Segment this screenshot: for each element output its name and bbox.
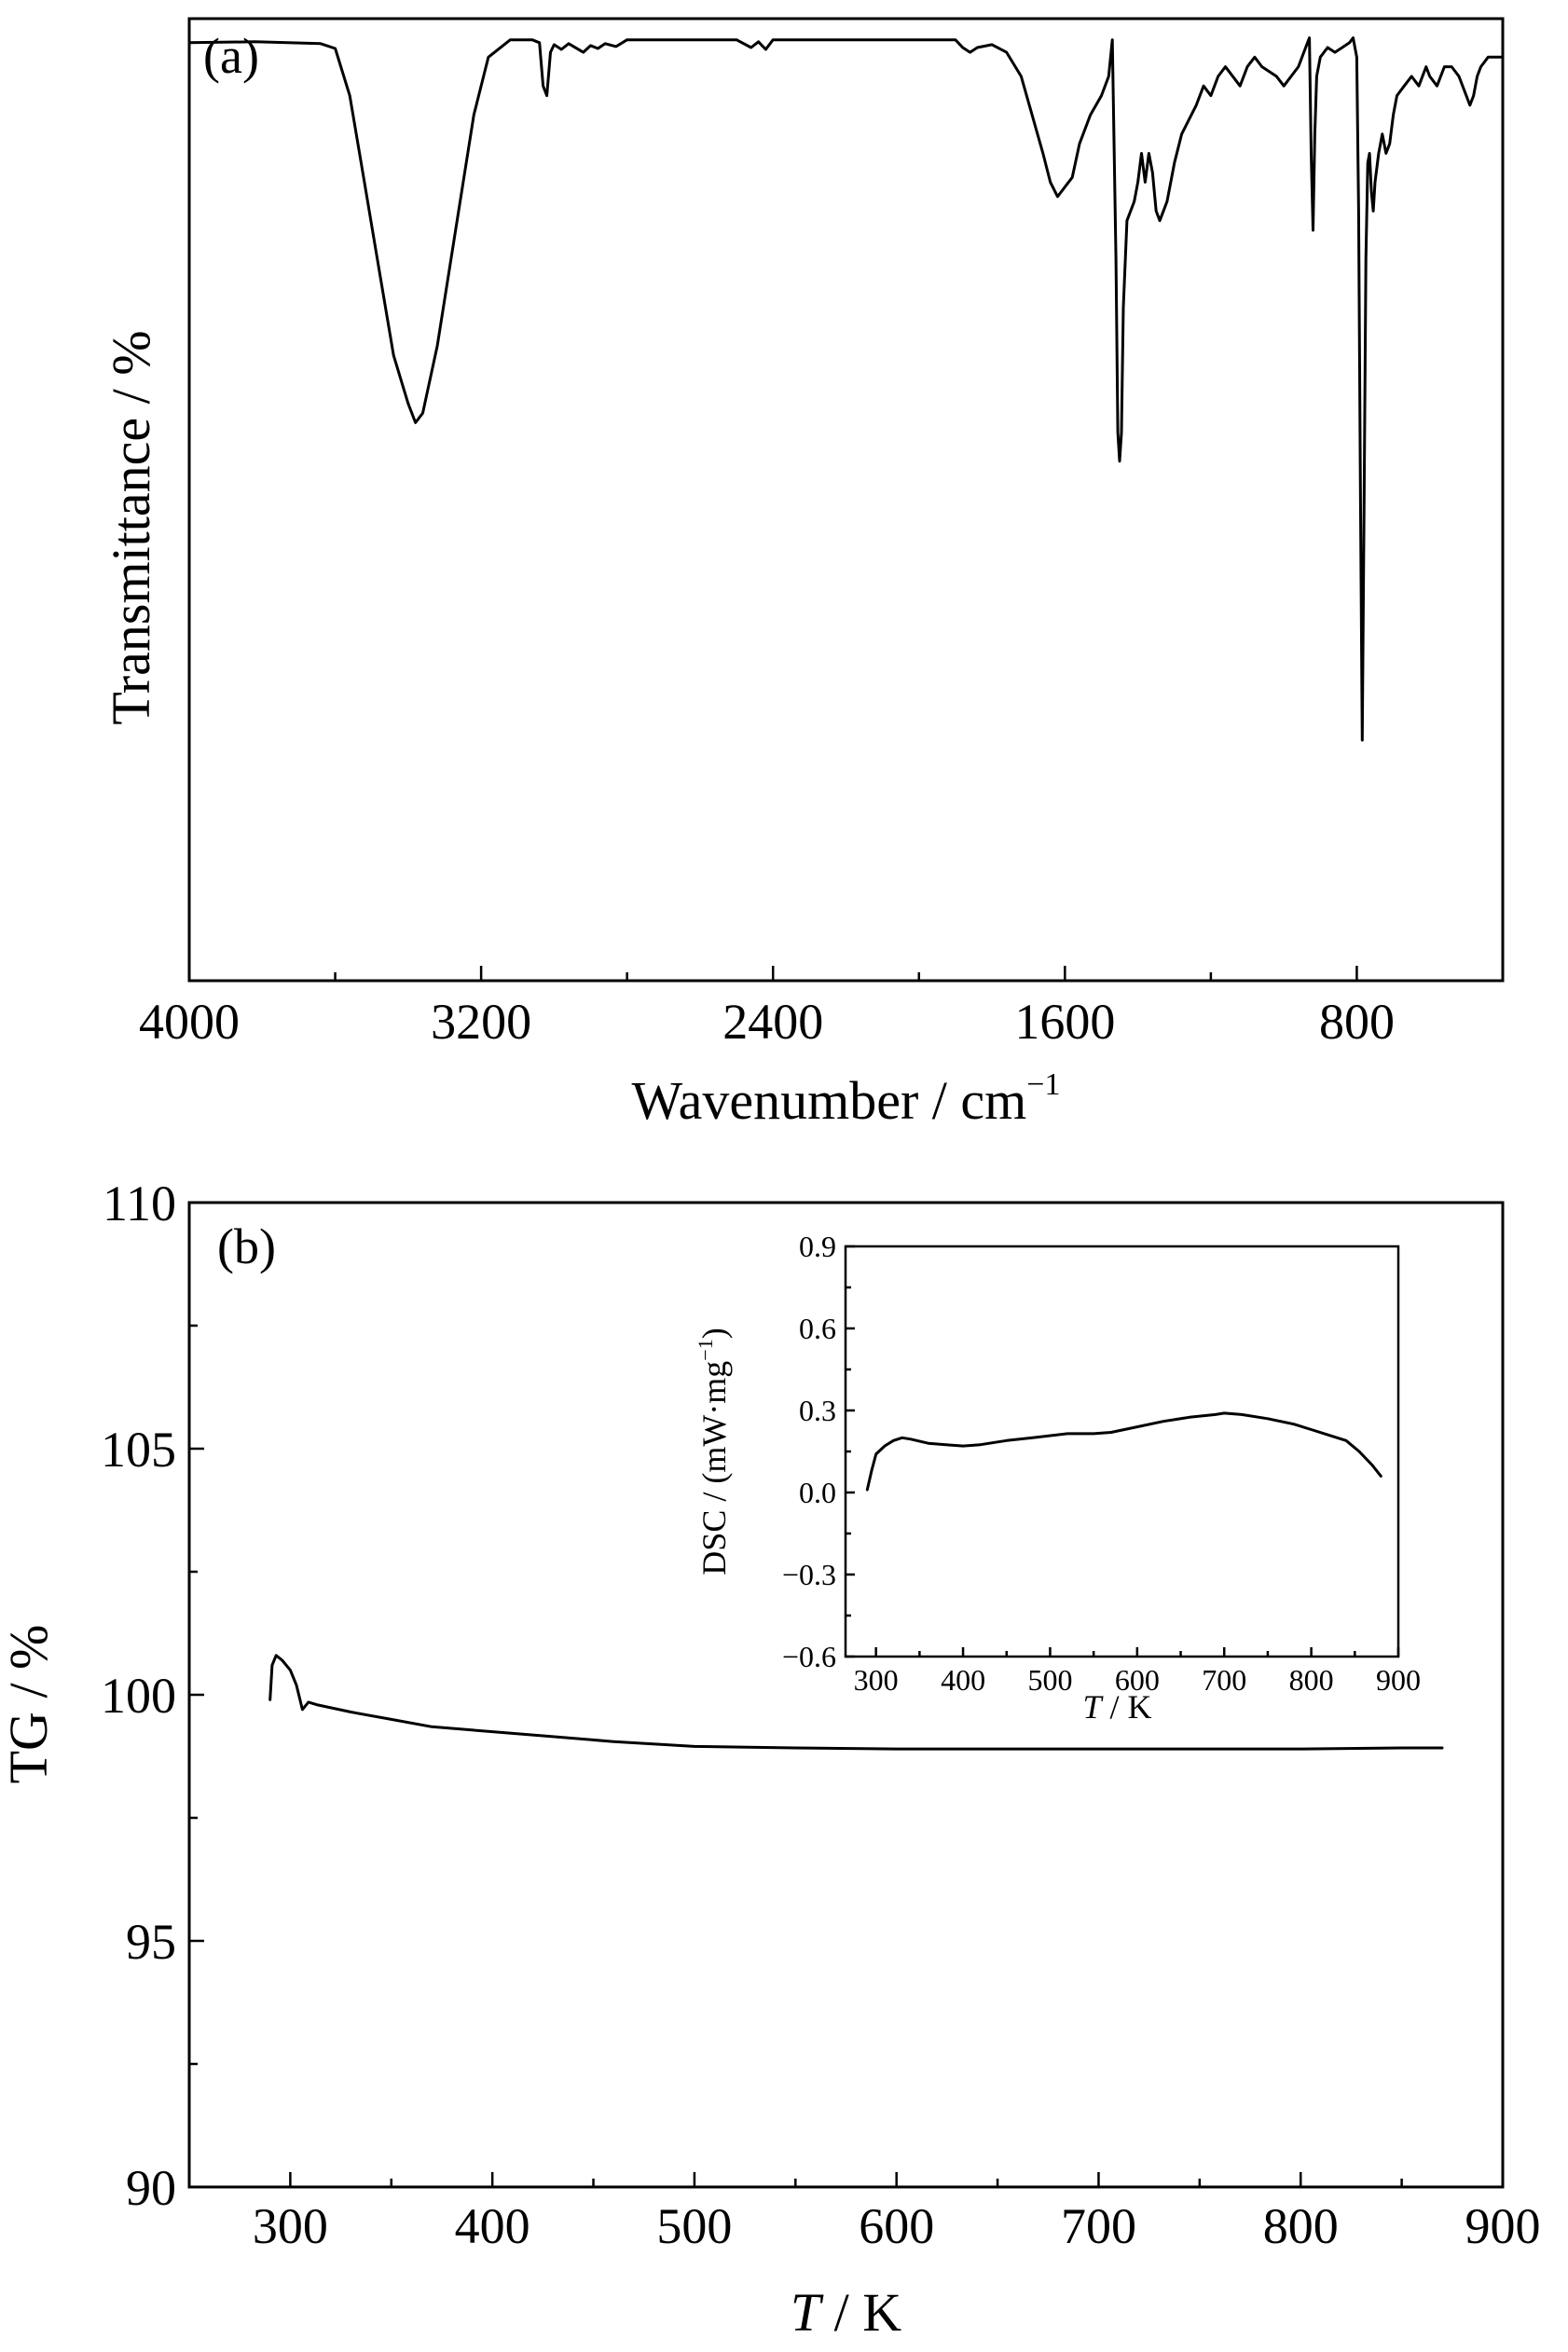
dsc-y-axis-label-close: )	[695, 1327, 733, 1339]
panel-a-label: (a)	[203, 28, 259, 84]
tg-series-line-0	[268, 1654, 1444, 1751]
panel-b-label: (b)	[217, 1218, 276, 1274]
dsc-y-tick-label: 0.3	[799, 1394, 836, 1427]
dsc-y-ticks: −0.6 −0.3 0.0 0.3 0.6 0.9	[782, 1230, 855, 1673]
dsc-y-axis-label-main: DSC / (mW·mg	[695, 1361, 733, 1575]
ir-x-tick-label: 2400	[722, 994, 823, 1050]
dsc-x-tick-label: 800	[1289, 1663, 1334, 1697]
tg-x-tick-label: 600	[859, 2198, 934, 2254]
ir-series-line-0	[187, 36, 1505, 742]
tg-y-ticks: 90 95 100 105 110	[101, 1176, 204, 2216]
ir-x-tick-label: 1600	[1014, 994, 1115, 1050]
tg-y-tick-label: 100	[101, 1668, 176, 1724]
dsc-y-axis-label-superscript: −1	[694, 1339, 717, 1360]
dsc-x-tick-label: 600	[1115, 1663, 1160, 1697]
tg-y-tick-label: 105	[101, 1422, 176, 1478]
ir-x-tick-label: 800	[1319, 994, 1395, 1050]
tg-x-axis-label-symbol: T	[791, 2282, 824, 2343]
tg-y-tick-label: 90	[126, 2160, 176, 2216]
ir-x-tick-label: 3200	[431, 994, 531, 1050]
dsc-y-tick-label: −0.3	[782, 1558, 836, 1591]
dsc-inset-background	[846, 1246, 1398, 1657]
tg-x-tick-label: 700	[1061, 2198, 1136, 2254]
tg-panel: (b) 300 400 500 600 700 800 900 9095100105110 …	[0, 1176, 1541, 2343]
dsc-x-tick-label: 500	[1027, 1663, 1072, 1697]
dsc-x-axis-label-symbol: T	[1082, 1688, 1104, 1726]
ir-spectrum-panel: (a) 4000 3200 2400 1600 800 Wavenumber / cm−…	[101, 17, 1505, 1131]
ir-y-axis-label: Transmittance / %	[101, 330, 161, 724]
ir-x-axis-label-main: Wavenumber / cm	[632, 1070, 1027, 1131]
ir-x-axis-label: Wavenumber / cm−1	[632, 1067, 1061, 1131]
ir-series	[187, 36, 1505, 742]
dsc-series-line-0	[865, 1411, 1382, 1492]
tg-x-tick-label: 800	[1263, 2198, 1339, 2254]
tg-x-axis-label-unit: / K	[820, 2282, 901, 2343]
tg-y-tick-label: 110	[103, 1176, 176, 1231]
tg-y-tick-label: 95	[126, 1914, 176, 1970]
dsc-x-tick-label: 700	[1202, 1663, 1246, 1697]
dsc-x-tick-label: 900	[1376, 1663, 1421, 1697]
dsc-plot-frame	[844, 1245, 1400, 1658]
tg-x-tick-label: 900	[1465, 2198, 1541, 2254]
dsc-x-tick-label: 300	[854, 1663, 899, 1697]
tg-plot-frame	[187, 1201, 1505, 2189]
tg-series	[268, 1654, 1444, 1751]
tg-x-ticks: 300 400 500 600 700 800 900	[187, 2172, 1541, 2254]
dsc-y-tick-label: 0.6	[799, 1312, 836, 1345]
dsc-series	[865, 1411, 1382, 1492]
tg-x-tick-label: 400	[455, 2198, 530, 2254]
dsc-inset: 300 400 500 600 700 800 900 −0.6 −0.3 0.0 0.3 0.6 0…	[694, 1230, 1421, 1726]
tg-x-axis-label: T / K	[791, 2282, 901, 2343]
tg-x-tick-label: 500	[656, 2198, 732, 2254]
ir-x-ticks: 4000 3200 2400 1600 800	[139, 966, 1395, 1050]
dsc-y-axis-label: DSC / (mW·mg−1)	[694, 1327, 733, 1575]
ir-plot-frame	[187, 17, 1505, 983]
dsc-x-axis-label: T / K	[1082, 1688, 1151, 1726]
dsc-y-tick-label: −0.6	[782, 1640, 836, 1673]
dsc-x-axis-label-unit: / K	[1102, 1688, 1152, 1726]
dsc-y-tick-label: 0.0	[799, 1476, 836, 1509]
ir-x-tick-label: 4000	[139, 994, 240, 1050]
ir-x-axis-label-superscript: −1	[1026, 1067, 1060, 1102]
dsc-y-tick-label: 0.9	[799, 1230, 836, 1263]
dsc-x-tick-label: 400	[941, 1663, 985, 1697]
dsc-x-ticks: 300 400 500 600 700 800 900	[854, 1647, 1421, 1697]
tg-x-tick-label: 300	[253, 2198, 328, 2254]
tg-y-axis-label: TG / %	[0, 1625, 59, 1784]
